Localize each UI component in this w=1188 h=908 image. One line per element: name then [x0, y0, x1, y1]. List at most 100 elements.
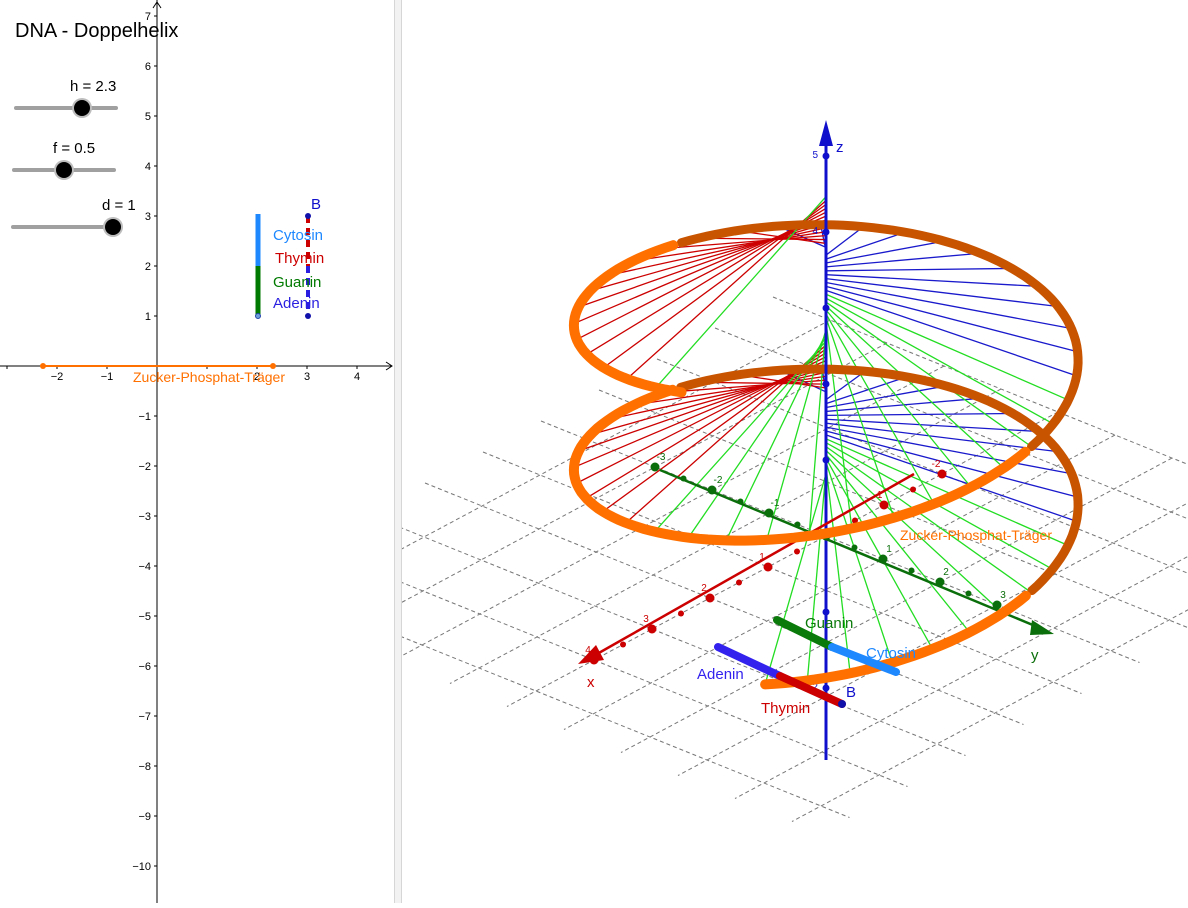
- grid-line: [308, 544, 908, 787]
- helix-rung: [825, 277, 1059, 308]
- slider-f[interactable]: f = 0.5: [12, 140, 122, 180]
- base-point-left[interactable]: [255, 313, 261, 319]
- y-axis-point: [935, 577, 945, 587]
- y-ticks-2d: 7 6 5 4 3 2 1 −1 −2 −3 −4 −5 −6 −7 −8 −9 −10: [132, 11, 157, 873]
- y-axis-point: [737, 498, 744, 505]
- adenin-label-3d: Adenin: [697, 666, 744, 683]
- helix-rung: [664, 379, 827, 394]
- y-tick-label-2d: 4: [145, 161, 151, 173]
- helix-rung: [766, 329, 827, 541]
- x-axis-point: [910, 486, 916, 493]
- helix-rung: [825, 321, 853, 529]
- y-axis-point: [965, 590, 972, 597]
- helix-rung: [825, 289, 1077, 377]
- view-divider[interactable]: [394, 0, 402, 903]
- grid-line: [482, 451, 1082, 694]
- helix-rung: [825, 426, 1072, 475]
- helix-rung: [825, 412, 1013, 417]
- grid-line: [335, 342, 888, 638]
- guanin-bar-3d: [773, 616, 836, 651]
- slider-d-label: d = 1: [102, 197, 136, 214]
- x-ticks-2d: −2 −1 2 3 4: [6, 366, 360, 383]
- y-tick-label-3d: 1: [886, 544, 892, 555]
- y-tick-label-2d: −2: [138, 461, 151, 473]
- z-tick-label-3d: 4: [812, 226, 818, 237]
- helix-rung: [699, 381, 827, 385]
- slider-f-knob[interactable]: [56, 162, 72, 178]
- z-axis-point: [822, 380, 830, 388]
- point-b-3d[interactable]: [838, 700, 846, 708]
- helix-rung: [825, 231, 906, 260]
- x-axis-label: x: [587, 674, 595, 691]
- x-tick-label-3d: -1: [874, 490, 883, 501]
- y-tick-label-2d: 5: [145, 111, 151, 123]
- slider-d-knob[interactable]: [105, 219, 121, 235]
- helix-rung: [698, 237, 827, 241]
- z-tick-label-3d: 5: [812, 150, 818, 161]
- slider-d[interactable]: d = 1: [11, 197, 136, 237]
- helix-rung: [586, 207, 827, 355]
- helix-rung: [764, 473, 827, 685]
- helix-rung: [633, 231, 827, 262]
- helix-rung: [825, 458, 934, 650]
- graphics-2d-canvas[interactable]: 7 6 5 4 3 2 1 −1 −2 −3 −4 −5 −6 −7 −8 −9 −10 −2 −1 2 3 4 Zuc…: [0, 0, 394, 903]
- z-axis-point: [822, 304, 830, 312]
- legend-cytosin: Cytosin: [273, 227, 323, 244]
- slider-h-label: h = 2.3: [70, 78, 117, 95]
- y-tick-label-2d: −7: [138, 711, 151, 723]
- helix-rung: [634, 375, 827, 406]
- x-axis-point: [647, 624, 657, 634]
- y-tick-label-3d: -3: [657, 452, 666, 463]
- slider-d-track[interactable]: [11, 225, 119, 229]
- helix-rung: [825, 466, 851, 674]
- x-axis-point: [879, 500, 889, 510]
- y-tick-label-2d: 7: [145, 11, 151, 23]
- x-axis-3d: [589, 472, 915, 660]
- x-axis-arrow-2d: [385, 361, 393, 371]
- slider-h-knob[interactable]: [74, 100, 90, 116]
- y-axis-point: [992, 600, 1002, 610]
- z-axis-point: [822, 152, 830, 160]
- carrier-point-left[interactable]: [40, 363, 46, 369]
- x-axis-point: [589, 655, 599, 665]
- helix-rung: [825, 462, 893, 663]
- helix-rung: [808, 325, 827, 536]
- thymin-label-3d: Thymin: [761, 700, 810, 717]
- x-axis-point: [678, 610, 684, 617]
- x-tick-label-2d: −1: [101, 371, 114, 383]
- helix-rung: [825, 305, 1005, 469]
- grid-line: [772, 296, 1188, 465]
- graphics-view-2d[interactable]: 7 6 5 4 3 2 1 −1 −2 −3 −4 −5 −6 −7 −8 −9 −10 −2 −1 2 3 4 Zuc…: [0, 0, 394, 903]
- grid-line: [366, 513, 966, 756]
- helix-rung: [825, 370, 866, 401]
- slider-h-track[interactable]: [14, 106, 118, 110]
- y-tick-label-2d: 3: [145, 211, 151, 223]
- point-b-2d[interactable]: [305, 213, 311, 219]
- grid-line: [424, 482, 1024, 725]
- z-axis-arrow: [819, 120, 833, 146]
- x-tick-label-2d: 4: [354, 371, 360, 383]
- x-axis-point: [794, 548, 800, 555]
- y-axis-point: [680, 475, 687, 482]
- helix-rung: [825, 438, 1069, 546]
- y-tick-label-2d: 2: [145, 261, 151, 273]
- base-point-right[interactable]: [305, 313, 311, 319]
- grid-line: [677, 502, 1188, 776]
- cytosin-bar-3d: [828, 643, 900, 676]
- grid-line: [598, 389, 1188, 629]
- y-tick-label-3d: 3: [1000, 590, 1006, 601]
- y-tick-label-2d: −10: [132, 861, 151, 873]
- x-axis-point: [620, 641, 626, 648]
- helix-strand-front: [568, 240, 1031, 690]
- slider-h[interactable]: h = 2.3: [14, 78, 124, 118]
- grid-line: [620, 457, 1173, 753]
- y-tick-label-2d: −9: [138, 811, 151, 823]
- x-axis-point: [736, 579, 742, 586]
- carrier-point-right[interactable]: [270, 363, 276, 369]
- x-tick-label-3d: -2: [932, 459, 941, 470]
- helix-rung: [825, 454, 971, 633]
- x-axis-point: [705, 593, 715, 603]
- y-tick-label-2d: −4: [138, 561, 151, 573]
